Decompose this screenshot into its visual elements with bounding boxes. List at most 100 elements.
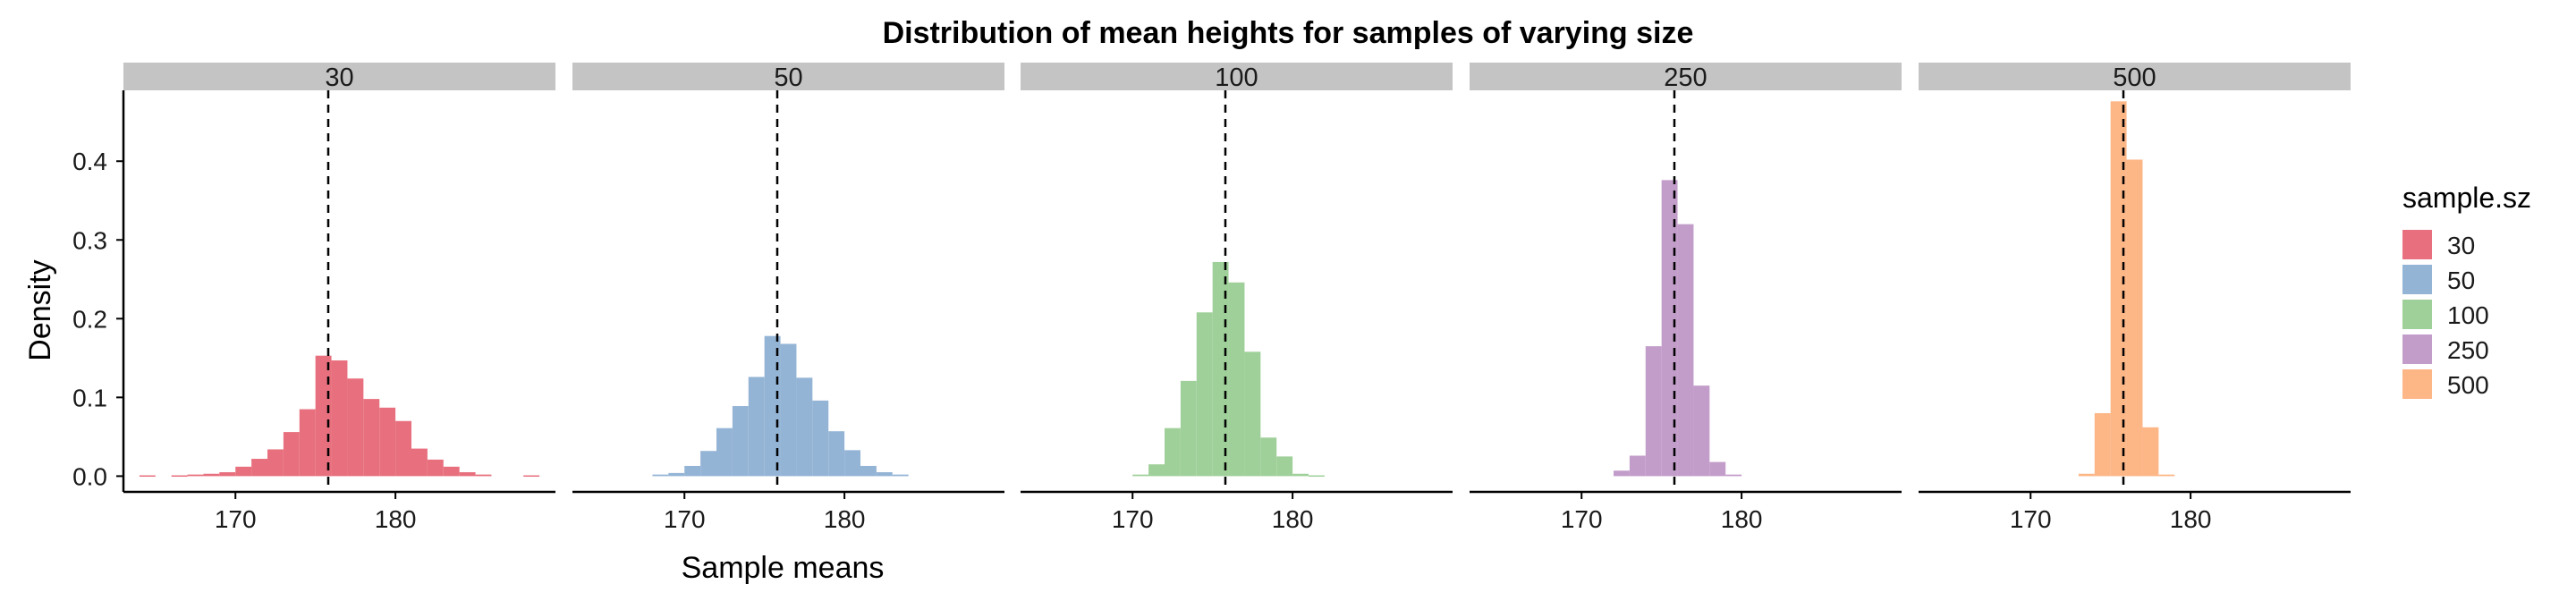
histogram-bar (1645, 346, 1662, 477)
histogram-bar (1309, 475, 1325, 478)
histogram-bar (876, 471, 893, 477)
y-tick-label: 0.1 (72, 384, 107, 411)
histogram-bar (187, 474, 204, 477)
legend-swatch-30 (2402, 230, 2432, 259)
facet-strip (1919, 63, 2351, 90)
histogram-bar (1260, 437, 1277, 477)
facet-panel-250: 250 170 180 (1470, 63, 1902, 533)
histogram-bar (1292, 473, 1309, 477)
histogram-bar (219, 471, 236, 477)
legend-label-250: 250 (2447, 336, 2489, 364)
histogram-bar (1614, 470, 1630, 477)
histogram-bar (267, 449, 284, 477)
histogram-bar (331, 360, 348, 477)
x-tick-label: 170 (1112, 505, 1154, 533)
histogram-bar (2126, 159, 2143, 477)
histogram-bar (2158, 474, 2175, 477)
histogram-bar (1165, 427, 1181, 477)
histogram-bar (171, 475, 188, 478)
histogram-bar (363, 399, 380, 477)
histogram-bar (796, 377, 813, 477)
facet-strip-label: 50 (774, 63, 802, 92)
histogram-bar (780, 343, 797, 477)
y-axis: 0.0 0.1 0.2 0.3 0.4 (72, 90, 125, 492)
histogram-bar (411, 448, 428, 477)
x-tick-label: 180 (2170, 505, 2212, 533)
legend-label-30: 30 (2447, 232, 2475, 259)
x-tick-label: 170 (664, 505, 706, 533)
legend-swatch-50 (2402, 265, 2432, 294)
histogram-bar (475, 474, 492, 477)
legend: sample.sz 30 50 100 250 500 (2402, 182, 2531, 399)
histogram-bar (2078, 473, 2095, 477)
facet-strip-label: 250 (1664, 63, 1707, 92)
chart-title: Distribution of mean heights for samples… (883, 16, 1694, 50)
facet-panels: 30 170 180 50 170 180 100 170 180 250 170 180 500 170… (123, 63, 2351, 533)
histogram-bar (299, 409, 316, 477)
histogram-bar (1244, 351, 1261, 477)
y-tick-label: 0.2 (72, 305, 107, 333)
histogram-bar (684, 465, 701, 477)
histogram-bar (347, 378, 364, 477)
legend-swatch-100 (2402, 300, 2432, 329)
legend-label-50: 50 (2447, 267, 2475, 294)
histogram-bar (1677, 224, 1694, 477)
histogram-bar (459, 471, 476, 477)
histogram-bar (748, 377, 765, 477)
histogram-bar (2142, 427, 2159, 477)
histogram-bar (203, 473, 220, 477)
histogram-bar (395, 420, 411, 477)
legend-label-100: 100 (2447, 301, 2489, 329)
legend-label-500: 500 (2447, 371, 2489, 399)
histogram-bar (1629, 455, 1646, 477)
facet-panel-100: 100 170 180 (1021, 63, 1453, 533)
x-tick-label: 180 (1272, 505, 1314, 533)
x-tick-label: 170 (1561, 505, 1603, 533)
facet-strip (1470, 63, 1902, 90)
histogram-bar (844, 450, 860, 477)
histogram-bar (139, 475, 156, 478)
histogram-bar (828, 431, 845, 477)
histogram-bar (732, 406, 749, 477)
facet-panel-50: 50 170 180 (572, 63, 1004, 533)
histogram-bar (1180, 380, 1197, 477)
histogram-bar (812, 400, 829, 477)
histogram-bar (315, 355, 332, 477)
histogram-bar (379, 407, 396, 477)
histogram-bar (1725, 474, 1742, 477)
x-tick-label: 170 (215, 505, 257, 533)
x-axis-title: Sample means (682, 551, 885, 585)
histogram-bar (668, 472, 685, 477)
histogram-bar (652, 474, 669, 477)
histogram-bar (283, 432, 300, 477)
facet-strip-label: 500 (2113, 63, 2156, 92)
histogram-bar (1228, 282, 1245, 477)
histogram-bar (1709, 461, 1726, 477)
x-tick-label: 170 (2010, 505, 2052, 533)
histogram-bar (251, 459, 267, 477)
y-tick-label: 0.0 (72, 462, 107, 490)
histogram-bar (860, 465, 877, 477)
histogram-bar (2094, 412, 2111, 477)
facet-strip (1021, 63, 1453, 90)
y-axis-title: Density (23, 259, 57, 360)
histogram-bar (1693, 385, 1710, 477)
histogram-bar (427, 459, 444, 477)
histogram-bar (700, 451, 716, 477)
histogram-bar (443, 466, 460, 477)
facet-strip-label: 100 (1215, 63, 1258, 92)
legend-title: sample.sz (2402, 182, 2531, 214)
y-tick-label: 0.4 (72, 148, 107, 175)
facet-panel-500: 500 170 180 (1919, 63, 2351, 533)
histogram-bar (1132, 474, 1149, 477)
histogram-bar (523, 475, 540, 478)
x-tick-label: 180 (1721, 505, 1763, 533)
facet-strip-label: 30 (325, 63, 353, 92)
x-tick-label: 180 (824, 505, 866, 533)
histogram-bar (1276, 456, 1293, 477)
legend-swatch-250 (2402, 334, 2432, 364)
facet-panel-30: 30 170 180 (123, 63, 555, 533)
facet-strip (572, 63, 1004, 90)
histogram-bar (892, 474, 909, 477)
x-tick-label: 180 (375, 505, 417, 533)
